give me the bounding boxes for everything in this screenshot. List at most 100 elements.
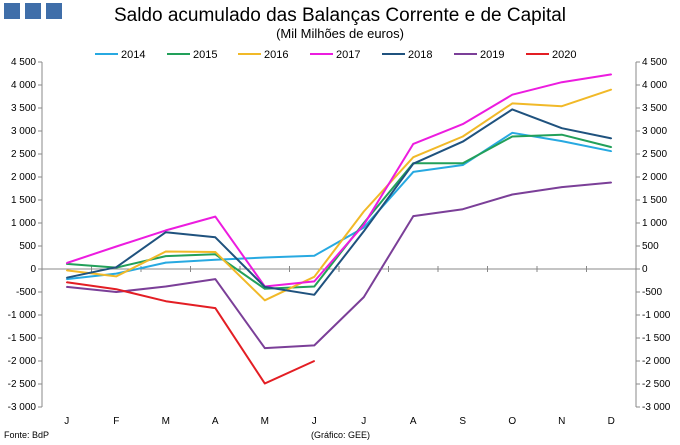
data-point-2019 <box>412 215 415 217</box>
data-point-2016 <box>164 250 167 253</box>
legend-label-2014: 2014 <box>121 49 145 61</box>
legend-label-2020: 2020 <box>552 49 576 61</box>
data-point-2014 <box>164 261 167 264</box>
y-tick-label-right: 0 <box>642 264 648 275</box>
legend-label-2016: 2016 <box>264 49 288 61</box>
data-point-2016 <box>214 251 217 253</box>
y-tick-label-left: 4 500 <box>11 57 36 68</box>
data-point-2019 <box>164 285 167 288</box>
x-tick-label: A <box>212 416 219 427</box>
y-tick-label-left: 4 000 <box>11 80 36 91</box>
logo-block <box>46 3 62 19</box>
y-tick-label-left: 0 <box>30 264 36 275</box>
data-point-2017 <box>362 224 365 226</box>
data-point-2014 <box>263 256 266 259</box>
logo-block <box>25 3 41 19</box>
y-tick-label-right: 1 500 <box>642 195 667 206</box>
data-point-2014 <box>461 164 464 166</box>
data-point-2016 <box>65 269 68 272</box>
data-point-2017 <box>560 81 563 84</box>
data-point-2015 <box>610 146 613 148</box>
data-point-2018 <box>560 127 563 130</box>
y-tick-label-right: 2 500 <box>642 149 667 160</box>
data-point-2015 <box>214 253 217 256</box>
series-line-2014 <box>66 131 612 281</box>
chart-subtitle: (Mil Milhões de euros) <box>276 26 404 41</box>
y-tick-label-left: -500 <box>16 287 36 298</box>
data-point-2017 <box>313 280 316 283</box>
data-point-2018 <box>214 236 217 239</box>
data-point-2016 <box>362 210 365 213</box>
data-point-2018 <box>362 230 365 233</box>
data-point-2014 <box>65 278 68 280</box>
series-line-2018 <box>66 108 612 296</box>
data-point-2016 <box>560 105 563 107</box>
x-tick-label: F <box>113 416 119 427</box>
x-tick-label: M <box>162 416 170 427</box>
data-point-2018 <box>65 276 68 279</box>
data-point-2019 <box>313 344 316 347</box>
series-line-2019 <box>66 181 612 350</box>
data-point-2016 <box>511 102 514 105</box>
y-tick-label-left: 3 000 <box>11 126 36 137</box>
x-tick-label: D <box>608 416 615 427</box>
data-point-2015 <box>560 133 563 136</box>
data-point-2020 <box>164 300 167 303</box>
data-point-2016 <box>313 276 316 278</box>
data-point-2017 <box>164 229 167 232</box>
y-tick-label-right: 500 <box>642 241 659 252</box>
data-point-2014 <box>412 171 415 173</box>
data-point-2016 <box>263 299 266 302</box>
logo-block <box>4 3 20 19</box>
data-point-2014 <box>610 150 613 153</box>
legend-label-2019: 2019 <box>480 49 504 61</box>
x-tick-label: S <box>459 416 466 427</box>
y-tick-label-left: 1 500 <box>11 195 36 206</box>
y-tick-label-left: -2 000 <box>8 356 37 367</box>
data-point-2015 <box>511 135 514 138</box>
y-tick-label-right: 4 000 <box>642 80 667 91</box>
y-tick-label-right: 3 000 <box>642 126 667 137</box>
data-point-2019 <box>560 186 563 188</box>
data-point-2018 <box>412 162 415 165</box>
data-point-2016 <box>461 135 464 138</box>
data-point-2016 <box>115 275 118 278</box>
data-point-2018 <box>610 137 613 140</box>
data-point-2018 <box>313 293 316 296</box>
data-point-2020 <box>263 382 266 385</box>
y-tick-label-right: -1 500 <box>642 333 671 344</box>
legend-label-2015: 2015 <box>193 49 217 61</box>
y-tick-label-right: -500 <box>642 287 662 298</box>
legend-label-2017: 2017 <box>336 49 360 61</box>
data-point-2017 <box>115 245 118 248</box>
data-point-2014 <box>511 132 514 134</box>
x-tick-label: J <box>312 416 317 427</box>
data-point-2019 <box>511 193 514 196</box>
data-point-2017 <box>412 143 415 145</box>
y-tick-label-right: -2 000 <box>642 356 671 367</box>
y-tick-label-right: -2 500 <box>642 379 671 390</box>
data-point-2017 <box>65 262 68 264</box>
data-point-2017 <box>214 215 217 218</box>
data-point-2020 <box>313 360 316 362</box>
y-tick-label-right: 3 500 <box>642 103 667 114</box>
x-tick-label: J <box>64 416 69 427</box>
data-point-2014 <box>214 259 217 261</box>
chart-title: Saldo acumulado das Balanças Corrente e … <box>113 5 567 26</box>
y-tick-label-left: 2 500 <box>11 149 36 160</box>
data-point-2017 <box>461 123 464 125</box>
data-point-2019 <box>65 286 68 288</box>
y-tick-label-right: -3 000 <box>642 402 671 413</box>
x-tick-label: A <box>410 416 417 427</box>
y-tick-label-left: 1 000 <box>11 218 36 229</box>
data-point-2019 <box>362 296 365 298</box>
data-point-2015 <box>263 287 266 290</box>
data-point-2019 <box>115 291 118 293</box>
data-point-2016 <box>412 156 415 159</box>
y-tick-label-left: -1 500 <box>8 333 37 344</box>
data-point-2018 <box>263 286 266 288</box>
data-point-2017 <box>610 73 613 76</box>
data-point-2014 <box>115 272 118 275</box>
data-point-2015 <box>313 285 316 288</box>
y-tick-label-left: -2 500 <box>8 379 37 390</box>
